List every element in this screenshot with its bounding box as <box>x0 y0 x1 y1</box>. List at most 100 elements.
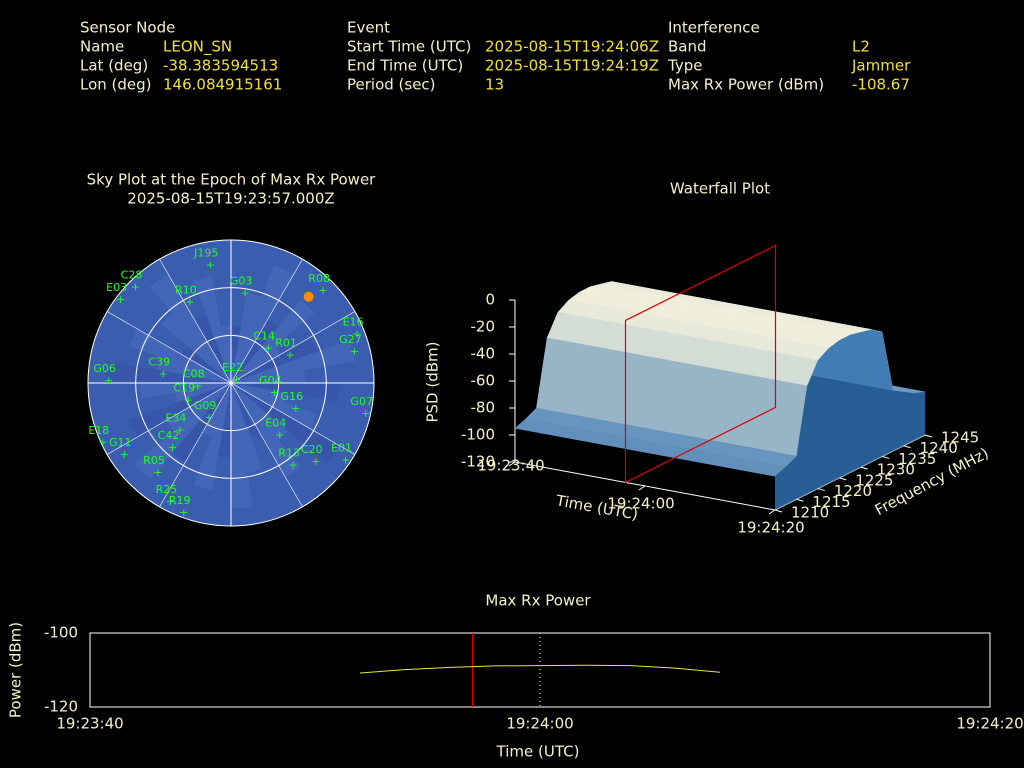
field-value: 13 <box>485 76 504 94</box>
sky-patch <box>231 325 241 383</box>
x-tick-label: 19:24:00 <box>506 715 573 733</box>
epoch-plane <box>624 244 777 484</box>
satellite-point: + <box>185 295 194 308</box>
satellite-label: C28 <box>121 269 143 282</box>
y-tick <box>903 445 911 449</box>
satellite-label: E18 <box>88 424 109 437</box>
satellite-label: G27 <box>339 333 362 346</box>
sky-patch <box>231 318 279 383</box>
y-tick-label: 1230 <box>877 461 915 479</box>
satellite-point: + <box>166 495 175 508</box>
field-value: -38.383594513 <box>163 57 278 75</box>
satellite-point: + <box>232 373 241 386</box>
field-label: Name <box>80 38 124 56</box>
z-tick-label: -120 <box>461 453 495 471</box>
sky-patch <box>231 383 288 403</box>
sky-patch <box>139 383 231 399</box>
satellite-label: E22 <box>222 361 243 374</box>
satellite-label: G11 <box>109 436 132 449</box>
sky-patch <box>157 357 231 383</box>
satellite-point: + <box>120 448 129 461</box>
y-tick-label: 1235 <box>898 450 936 468</box>
satellite-label: E34 <box>165 412 186 425</box>
satellite-point: + <box>98 436 107 449</box>
satellite-label: G16 <box>281 390 304 403</box>
sky-patch <box>231 299 315 383</box>
interference-direction <box>303 291 314 302</box>
field-value: -108.67 <box>852 76 910 94</box>
satellite-label: G04 <box>259 374 282 387</box>
field-label: Lat (deg) <box>80 57 148 75</box>
sky-patch <box>231 383 318 429</box>
chart-title: Max Rx Power <box>485 592 591 610</box>
y-tick <box>796 498 804 502</box>
satellite-point: + <box>241 287 250 300</box>
satellite-point: + <box>275 428 284 441</box>
x-tick-label: 19:23:40 <box>56 715 123 733</box>
z-tick-label: -20 <box>471 318 496 336</box>
z-tick-label: 0 <box>485 291 495 309</box>
satellite-label: E03 <box>106 281 127 294</box>
field-value: 2025-08-15T19:24:19Z <box>485 57 659 75</box>
sky-patch <box>166 383 231 431</box>
satellite-label: C19 <box>173 381 195 394</box>
satellite-point: + <box>270 386 279 399</box>
satellite-point: + <box>159 368 168 381</box>
satellite-point: + <box>168 441 177 454</box>
sky-patch <box>193 275 231 383</box>
field-value: 2025-08-15T19:24:06Z <box>485 38 659 56</box>
x-axis-label: Time (UTC) <box>496 743 580 761</box>
azimuth-spoke <box>107 382 232 455</box>
satellite-point: + <box>319 284 328 297</box>
y-tick <box>774 509 783 513</box>
satellite-label: C42 <box>158 429 180 442</box>
sky-patch <box>160 312 231 383</box>
field-label: Max Rx Power (dBm) <box>668 76 824 94</box>
azimuth-spoke <box>159 259 232 384</box>
y-tick-label: -100 <box>44 624 78 642</box>
sky-patch <box>174 383 231 403</box>
sky-patch <box>128 383 231 438</box>
sky-patch <box>150 274 231 383</box>
section-title: Interference <box>668 19 760 37</box>
sky-patch <box>231 339 355 383</box>
satellite-point: + <box>341 453 350 466</box>
satellite-label: R08 <box>308 272 330 285</box>
power-line <box>359 664 721 674</box>
x-tick <box>638 485 646 491</box>
z-tick-label: -60 <box>471 372 496 390</box>
field-label: Start Time (UTC) <box>347 38 471 56</box>
x-tick-label: 19:24:00 <box>607 495 674 513</box>
satellite-point: + <box>291 402 300 415</box>
satellite-label: R13 <box>278 446 300 459</box>
satellite-point: + <box>206 259 215 272</box>
field-label: Period (sec) <box>347 76 436 94</box>
satellite-point: + <box>352 328 361 341</box>
x-tick <box>768 509 776 515</box>
satellite-point: + <box>153 466 162 479</box>
satellite-label: R10 <box>175 283 197 296</box>
field-value: L2 <box>852 38 870 56</box>
satellite-label: C20 <box>301 443 323 456</box>
field-label: Lon (deg) <box>80 76 152 94</box>
satellite-label: R01 <box>275 336 297 349</box>
z-tick-label: -100 <box>461 426 495 444</box>
azimuth-spoke <box>107 311 232 384</box>
satellite-label: R05 <box>143 454 165 467</box>
satellite-point: + <box>311 455 320 468</box>
satellite-label: R19 <box>169 494 191 507</box>
surface-front <box>775 329 925 510</box>
y-tick <box>882 455 890 459</box>
sky-patch <box>134 383 231 480</box>
satellite-point: + <box>184 393 193 406</box>
field-value: LEON_SN <box>163 38 232 57</box>
satellite-label: C39 <box>148 356 170 369</box>
satellite-point: + <box>131 281 140 294</box>
satellite-label: C14 <box>253 329 275 342</box>
chart-subtitle: 2025-08-15T19:23:57.000Z <box>127 190 334 208</box>
sky-patch <box>231 346 281 383</box>
satellite-label: G07 <box>350 395 373 408</box>
satellite-point: + <box>264 341 273 354</box>
satellite-point: + <box>285 348 294 361</box>
